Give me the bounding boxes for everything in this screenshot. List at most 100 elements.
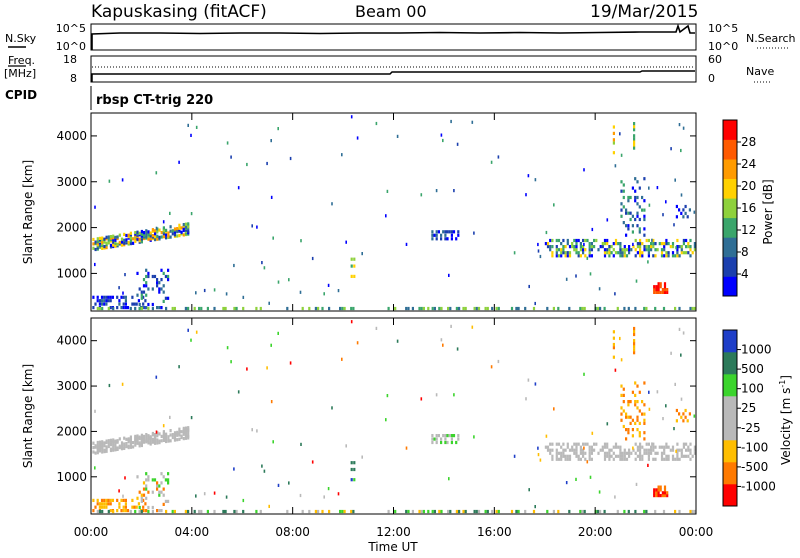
- power-cell: [447, 306, 450, 311]
- power-cell: [534, 301, 536, 306]
- power-cell: [123, 238, 126, 242]
- velocity-cell: [682, 445, 685, 449]
- velocity-cell: [566, 457, 569, 461]
- velocity-ylabel: Slant Range [km]: [21, 364, 35, 468]
- velocity-cell: [659, 485, 662, 489]
- power-cell: [551, 238, 554, 243]
- power-cell: [165, 233, 168, 237]
- power-cell: [633, 125, 636, 129]
- power-cell: [689, 238, 692, 243]
- velocity-cell: [687, 454, 690, 458]
- power-cell: [678, 254, 681, 258]
- velocity-cell: [620, 384, 623, 388]
- power-cell: [693, 306, 696, 311]
- colorbar-swatch: [723, 462, 737, 485]
- power-cell: [693, 210, 696, 214]
- power-cell: [579, 242, 582, 246]
- velocity-cell: [193, 509, 196, 514]
- velocity-cell: [235, 509, 238, 514]
- velocity-cell: [665, 454, 668, 458]
- velocity-cell: [647, 448, 650, 452]
- velocity-cell: [195, 494, 197, 498]
- velocity-cell: [151, 509, 154, 514]
- power-cell: [455, 237, 458, 241]
- power-cell: [142, 290, 146, 294]
- power-cell: [107, 235, 110, 239]
- velocity-cell: [118, 437, 121, 441]
- power-cell: [145, 235, 148, 239]
- power-cell: [160, 306, 163, 310]
- colorbar-swatch: [723, 139, 737, 160]
- power-cell: [625, 248, 629, 252]
- power-cell: [636, 211, 639, 215]
- velocity-cell: [579, 448, 582, 452]
- velocity-cell: [156, 487, 159, 491]
- velocity-cell: [557, 451, 561, 455]
- velocity-cell: [435, 440, 438, 445]
- velocity-cell: [96, 443, 99, 447]
- power-cell: [617, 251, 620, 255]
- power-cell: [643, 248, 646, 252]
- velocity-cell: [435, 434, 438, 438]
- velocity-cell: [118, 505, 121, 509]
- velocity-cell: [142, 505, 145, 509]
- power-cell: [532, 306, 536, 311]
- velocity-cell: [277, 483, 280, 487]
- velocity-cell: [116, 446, 119, 450]
- power-cell: [160, 235, 163, 239]
- power-cell: [537, 242, 539, 247]
- velocity-cell: [665, 442, 668, 446]
- power-cell: [634, 189, 637, 193]
- power-cell: [636, 245, 639, 249]
- velocity-cell: [184, 426, 188, 430]
- power-cell: [213, 288, 216, 292]
- power-cell: [590, 254, 593, 258]
- colorbar-tick-label: 20: [741, 179, 756, 193]
- power-cell: [623, 245, 626, 249]
- power-cell: [564, 251, 567, 255]
- power-cell: [680, 248, 683, 252]
- velocity-cell: [156, 481, 159, 485]
- velocity-cell: [167, 499, 170, 503]
- power-cell: [129, 306, 132, 311]
- power-cell: [660, 242, 664, 246]
- velocity-cell: [636, 448, 639, 452]
- power-cell: [162, 290, 165, 294]
- power-cell: [101, 246, 104, 250]
- velocity-cell: [444, 437, 447, 441]
- velocity-cell: [151, 490, 154, 494]
- velocity-cell: [142, 493, 146, 497]
- power-cell: [651, 238, 653, 242]
- velocity-cell: [525, 397, 527, 401]
- power-cell: [627, 195, 630, 200]
- velocity-cell: [568, 457, 572, 461]
- power-cell: [142, 278, 146, 282]
- power-cell: [654, 248, 657, 252]
- velocity-cell: [636, 415, 639, 419]
- velocity-cell: [158, 484, 161, 488]
- velocity-cell: [96, 440, 99, 445]
- velocity-cell: [127, 437, 130, 441]
- power-cell: [94, 262, 96, 267]
- power-cell: [98, 299, 101, 303]
- velocity-cell: [577, 457, 580, 461]
- power-cell: [693, 242, 696, 246]
- velocity-cell: [608, 457, 611, 461]
- power-cell: [625, 233, 628, 237]
- velocity-cell: [101, 450, 104, 454]
- velocity-cell: [667, 457, 670, 461]
- power-cell: [625, 208, 628, 212]
- power-cell: [639, 248, 642, 252]
- velocity-cell: [557, 442, 561, 446]
- velocity-cell: [457, 434, 460, 438]
- velocity-cell: [586, 460, 589, 464]
- power-cell: [138, 287, 141, 291]
- y-tick-label: 1000: [56, 470, 87, 484]
- velocity-cell: [101, 440, 104, 444]
- velocity-cell: [682, 419, 685, 423]
- colorbar-tick-label: 4: [741, 267, 749, 281]
- power-cell: [149, 231, 152, 235]
- power-cell: [688, 208, 691, 212]
- power-cell: [206, 306, 209, 311]
- velocity-cell: [603, 457, 607, 461]
